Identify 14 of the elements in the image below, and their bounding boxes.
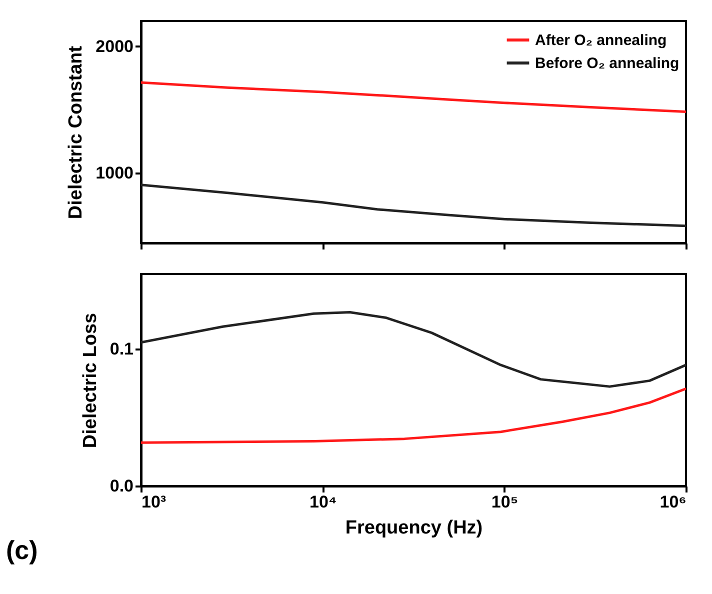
legend-label: Before O₂ annealing — [535, 55, 680, 72]
x-tick-label: 10⁵ — [491, 492, 518, 512]
x-tick-label: 10³ — [142, 492, 166, 512]
y-tick-label: 0.0 — [110, 476, 134, 496]
y-tick-label: 1000 — [96, 164, 134, 183]
x-axis-title: Frequency (Hz) — [345, 518, 483, 538]
y-tick-label: 2000 — [96, 36, 134, 56]
y-axis-title: Dielectric Constant — [66, 45, 87, 220]
y-tick-label: 0.1 — [110, 340, 134, 359]
x-tick-label: 10⁴ — [310, 492, 337, 512]
x-tick-label: 10⁶ — [660, 492, 686, 512]
legend-label: After O₂ annealing — [535, 32, 667, 49]
y-axis-title: Dielectric Loss — [80, 312, 101, 448]
text: (c) — [6, 535, 38, 565]
